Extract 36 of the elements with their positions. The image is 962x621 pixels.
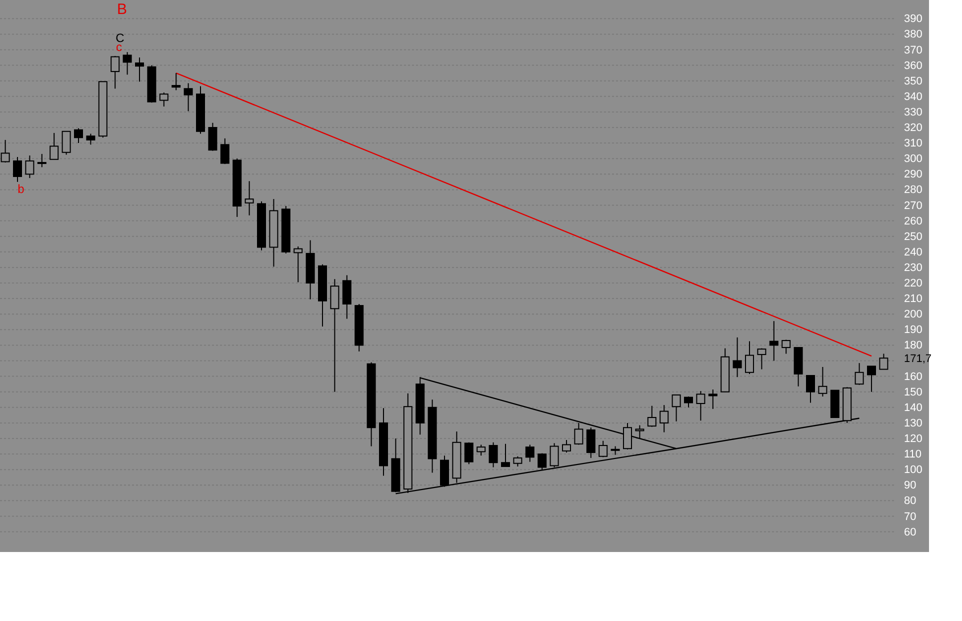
y-tick-label: 390 (904, 13, 922, 26)
y-tick-label: 380 (904, 28, 922, 41)
y-tick-label: 350 (904, 75, 922, 88)
y-tick-label: 220 (904, 278, 922, 290)
y-tick-label: 330 (904, 106, 922, 118)
y-tick-label: 130 (904, 417, 922, 430)
y-tick-label: 340 (904, 90, 922, 103)
y-tick-label: 100 (904, 464, 922, 476)
y-tick-label: 230 (904, 262, 922, 274)
y-tick-label: 60 (904, 526, 916, 538)
y-tick-label: 200 (904, 308, 922, 321)
y-tick-label: 150 (904, 386, 922, 398)
y-tick-label: 160 (904, 370, 922, 383)
y-tick-label: 90 (904, 480, 916, 492)
y-tick-label: 320 (904, 122, 922, 134)
y-tick-label: 360 (904, 60, 922, 72)
y-tick-label: 310 (904, 138, 922, 150)
annotation: B (116, 1, 128, 18)
y-tick-label: 110 (904, 448, 922, 461)
y-tick-label: 70 (904, 510, 916, 523)
y-tick-label: 120 (904, 433, 922, 446)
y-tick-label: 370 (904, 44, 922, 56)
y-tick-label: 190 (904, 324, 922, 336)
y-tick-label: 300 (904, 153, 922, 166)
annotation: C (116, 31, 125, 45)
y-tick-label: 270 (904, 200, 922, 212)
y-tick-label: 280 (904, 184, 922, 196)
y-tick-label: 140 (904, 402, 922, 414)
y-tick-label: 260 (904, 215, 922, 228)
y-tick-label: 240 (904, 246, 922, 258)
annotation: b (18, 182, 25, 196)
y-tick-label: 290 (904, 168, 922, 181)
y-tick-label: 180 (904, 340, 922, 352)
y-tick-label: 210 (904, 293, 922, 306)
y-tick-label: 80 (904, 495, 916, 508)
y-tick-label: 250 (904, 230, 922, 243)
